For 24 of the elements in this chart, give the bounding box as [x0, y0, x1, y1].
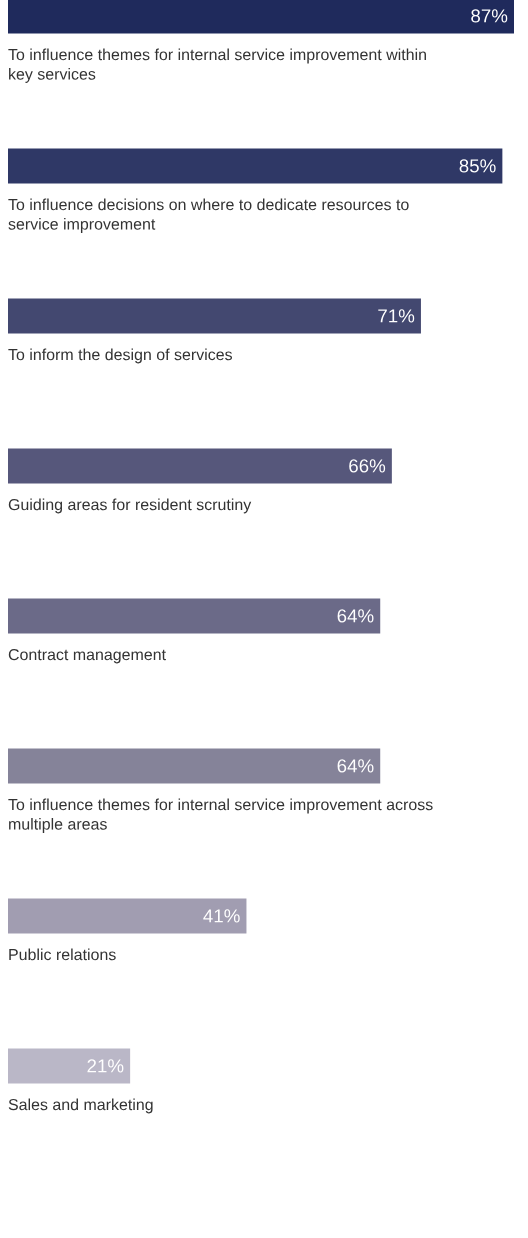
bar [8, 448, 392, 484]
bar [8, 1048, 131, 1084]
bar [8, 148, 503, 184]
data-label: 41% [203, 909, 240, 923]
bar [8, 748, 381, 784]
y-tick-label: Guiding areas for resident scrutiny [8, 498, 252, 514]
y-tick-label: Contract management [8, 648, 166, 664]
y-tick-label: Public relations [9, 948, 116, 961]
data-label: 21% [87, 1059, 124, 1073]
bar [8, 898, 247, 934]
data-label: 66% [349, 459, 386, 473]
data-label: 71% [378, 309, 415, 323]
data-label: 87% [471, 9, 508, 23]
data-label: 64% [337, 759, 374, 773]
bar [8, 298, 421, 334]
y-tick-label: To influence themes for internal service improvement within key services [8, 48, 426, 83]
data-label: 85% [459, 159, 496, 173]
bar [8, 0, 514, 34]
bar [8, 598, 381, 634]
y-tick-label: To influence themes for internal service improvement across multiple areas [8, 798, 433, 833]
y-tick-label: To inform the design of services [8, 348, 233, 364]
data-label: 64% [337, 609, 374, 623]
y-tick-label: Sales and marketing [8, 1098, 153, 1114]
y-tick-label: To influence decisions on where to dedicate resources to service improvement [8, 198, 409, 233]
